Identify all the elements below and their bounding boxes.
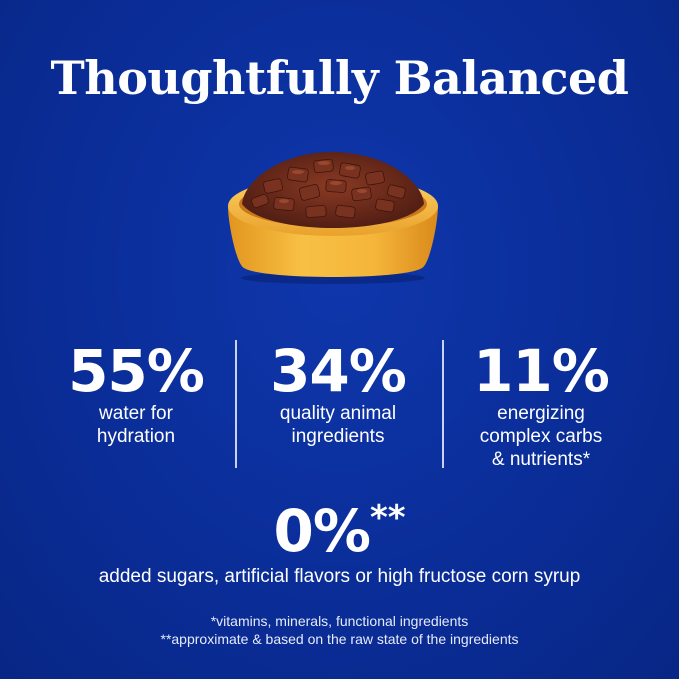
stat-desc-line: energizing (497, 403, 585, 424)
stat-description: energizing complex carbs & nutrients* (441, 402, 641, 471)
divider (235, 340, 237, 468)
stat-description: water for hydration (36, 402, 236, 448)
footnote: *vitamins, minerals, functional ingredie… (210, 613, 469, 629)
stat-desc-line: & nutrients* (491, 449, 591, 470)
stat-desc-line: water for (99, 403, 173, 424)
stat-desc-line: hydration (96, 426, 176, 447)
footnotes: *vitamins, minerals, functional ingredie… (0, 612, 679, 648)
divider (442, 340, 444, 468)
food-bowl-icon (228, 152, 438, 284)
stat-desc-line: complex carbs (479, 426, 603, 447)
zero-description: added sugars, artificial flavors or high… (98, 566, 581, 587)
zero-percent: 0% (273, 497, 370, 565)
nutrition-stats: 55% water for hydration 34% quality anim… (36, 338, 643, 472)
stat-value: 34% (270, 337, 407, 405)
footnote: **approximate & based on the raw state o… (160, 631, 519, 647)
stat-desc-line: ingredients (291, 426, 385, 447)
stat-animal-ingredients: 34% quality animal ingredients (238, 338, 438, 448)
zero-value: 0%** (0, 486, 679, 563)
stat-description: quality animal ingredients (238, 402, 438, 448)
stat-value: 11% (473, 337, 610, 405)
stat-complex-carbs: 11% energizing complex carbs & nutrients… (441, 338, 641, 471)
stat-value: 55% (68, 337, 205, 405)
stat-desc-line: quality animal (279, 403, 397, 424)
page-title: Thoughtfully Balanced (50, 51, 629, 105)
zero-additives: 0%** added sugars, artificial flavors or… (0, 486, 679, 589)
footnote-marker: ** (369, 498, 406, 538)
stat-water: 55% water for hydration (36, 338, 236, 448)
